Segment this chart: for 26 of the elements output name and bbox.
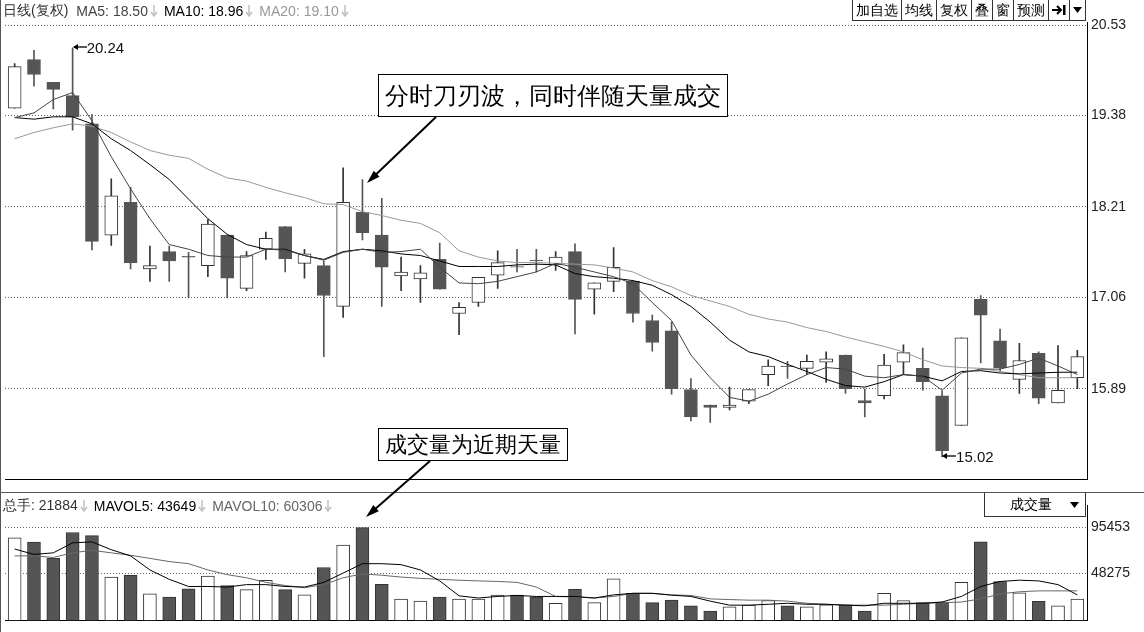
text: MA20: 19.10 [259,3,339,19]
dropdown-field: 成交量 [984,493,1086,517]
series-label: MAVOL5: 43649 [93,498,197,514]
text: MA5: 18.50 [76,3,148,19]
y-tick-label: 20.53 [1091,15,1127,32]
y-tick-label: 15.89 [1091,379,1127,396]
text: 窗 [992,0,1013,20]
y-tick-label: 18.21 [1091,197,1127,214]
text: 加自选 [855,1,899,20]
text: MA10: 18.96 [163,3,244,19]
text: 均线 [901,0,936,20]
annotation: 成交量为近期天量 [378,428,568,461]
text: 预测 [1013,0,1048,20]
chart-title: 日线(复权) [3,2,69,20]
y-tick-label: 17.06 [1091,287,1127,304]
text: 复权 [936,0,971,20]
y-tick-label: 19.38 [1091,106,1127,123]
annotation: 分时刀刃波，同时伴随天量成交 [378,74,728,117]
y-tick-label: 48275 [1091,564,1131,581]
chart-title: 总手: 21884 [3,497,78,515]
text: MAVOL10: 60306 [212,498,323,514]
y-tick-label: 95453 [1091,518,1131,535]
annotation: 20.24 [86,38,125,56]
annotation: 15.02 [956,447,994,465]
text: 叠 [971,0,992,20]
annotation: 成交量 [1010,495,1052,514]
